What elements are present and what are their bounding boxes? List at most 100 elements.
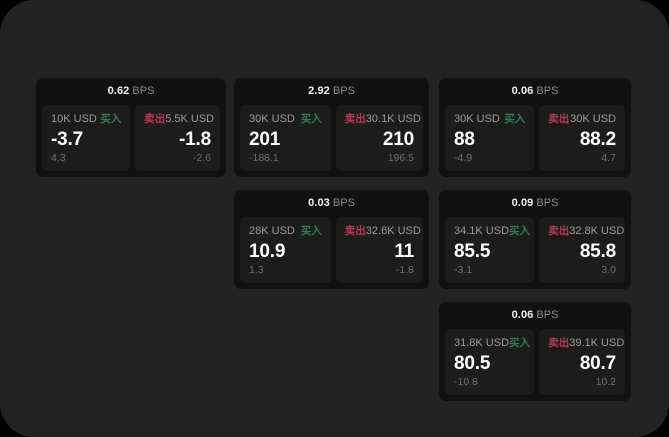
card-bps-header: 0.06 BPS xyxy=(445,85,625,105)
order-size-label: 10K USD xyxy=(51,113,97,125)
bps-value: 2.92 xyxy=(308,85,330,97)
quote-panel-ask[interactable]: 卖出 30.1K USD 210 196.5 xyxy=(335,105,423,171)
price-value-bid: 10.9 xyxy=(249,240,286,262)
secondary-value-bid: 4.3 xyxy=(51,152,66,164)
card-bps-header: 0.09 BPS xyxy=(445,197,625,217)
bps-unit-label: BPS xyxy=(536,85,559,97)
side-label-bid: 买入 xyxy=(300,113,322,125)
panel-header-ask: 卖出 32.6K USD xyxy=(344,225,421,238)
quote-panel-bid[interactable]: 30K USD 买入 88 -4.9 xyxy=(445,105,535,171)
panel-pair: 28K USD 买入 10.9 1.3 卖出 32.6K USD 11 -1.8 xyxy=(240,217,423,283)
secondary-value-bid: -3.1 xyxy=(454,264,473,276)
card-bps-header: 0.06 BPS xyxy=(445,309,625,329)
panel-header-ask: 卖出 5.5K USD xyxy=(144,113,215,126)
order-size-label: 34.1K USD xyxy=(454,225,510,237)
side-label-bid: 买入 xyxy=(509,225,531,237)
panel-header-bid: 34.1K USD 买入 xyxy=(454,225,530,238)
bps-value: 0.62 xyxy=(107,85,130,97)
side-label-ask: 卖出 xyxy=(344,225,366,237)
order-size-label: 31.8K USD xyxy=(454,337,510,349)
secondary-value-ask: 10.2 xyxy=(595,376,616,388)
price-value-ask: 210 xyxy=(382,128,414,150)
quote-card[interactable]: 0.62 BPS 10K USD 买入 -3.7 4.3 卖出 5.5K USD -1.8 -2.… xyxy=(36,78,226,177)
secondary-value-ask: -1.8 xyxy=(395,264,414,276)
quote-panel-bid[interactable]: 28K USD 买入 10.9 1.3 xyxy=(240,217,331,283)
secondary-value-bid: -10.8 xyxy=(454,376,478,388)
order-size-label: 32.8K USD xyxy=(569,225,625,237)
side-label-ask: 卖出 xyxy=(144,113,166,125)
order-size-label: 28K USD xyxy=(249,225,295,237)
panel-pair: 30K USD 买入 88 -4.9 卖出 30K USD 88.2 4.7 xyxy=(445,105,625,171)
quote-card[interactable]: 0.06 BPS 30K USD 买入 88 -4.9 卖出 30K USD 88.2 4.7 xyxy=(439,78,631,177)
card-bps-header: 0.62 BPS xyxy=(42,85,220,105)
side-label-ask: 卖出 xyxy=(344,113,366,125)
quote-panel-ask[interactable]: 卖出 30K USD 88.2 4.7 xyxy=(539,105,625,171)
price-value-bid: 85.5 xyxy=(454,240,491,262)
panel-header-bid: 30K USD 买入 xyxy=(249,113,322,126)
side-label-ask: 卖出 xyxy=(548,113,570,125)
side-label-ask: 卖出 xyxy=(548,225,570,237)
secondary-value-ask: 3.0 xyxy=(601,264,616,276)
order-size-label: 5.5K USD xyxy=(165,113,215,125)
panel-header-ask: 卖出 30K USD xyxy=(548,113,616,126)
quote-column-1: 0.62 BPS 10K USD 买入 -3.7 4.3 卖出 5.5K USD -1.8 -2.… xyxy=(36,78,226,177)
price-value-ask: -1.8 xyxy=(179,128,211,150)
panel-header-bid: 30K USD 买入 xyxy=(454,113,525,126)
bps-unit-label: BPS xyxy=(536,197,559,209)
secondary-value-ask: -2.6 xyxy=(192,152,211,164)
quote-card[interactable]: 0.09 BPS 34.1K USD 买入 85.5 -3.1 卖出 32.8K USD 85.… xyxy=(439,190,631,289)
price-value-bid: -3.7 xyxy=(51,128,83,150)
secondary-value-bid: 1.3 xyxy=(249,264,264,276)
quote-panel-bid[interactable]: 34.1K USD 买入 85.5 -3.1 xyxy=(445,217,535,283)
side-label-ask: 卖出 xyxy=(548,337,570,349)
quote-card[interactable]: 0.06 BPS 31.8K USD 买入 80.5 -10.8 卖出 39.1K USD 80… xyxy=(439,302,631,401)
bps-unit-label: BPS xyxy=(132,85,155,97)
bps-value: 0.09 xyxy=(511,197,534,209)
quote-panel-bid[interactable]: 10K USD 买入 -3.7 4.3 xyxy=(42,105,131,171)
side-label-bid: 买入 xyxy=(100,113,122,125)
panel-pair: 31.8K USD 买入 80.5 -10.8 卖出 39.1K USD 80.7 10.2 xyxy=(445,329,625,395)
order-size-label: 30.1K USD xyxy=(365,113,421,125)
order-size-label: 30K USD xyxy=(454,113,500,125)
bps-value: 0.03 xyxy=(308,197,330,209)
quote-card[interactable]: 0.03 BPS 28K USD 买入 10.9 1.3 卖出 32.6K USD 11 -1.8 xyxy=(234,190,429,289)
quote-panel-ask[interactable]: 卖出 32.6K USD 11 -1.8 xyxy=(335,217,423,283)
panel-header-bid: 31.8K USD 买入 xyxy=(454,337,530,350)
bps-unit-label: BPS xyxy=(536,309,559,321)
price-value-bid: 80.5 xyxy=(454,352,491,374)
panel-header-ask: 卖出 30.1K USD xyxy=(344,113,421,126)
price-value-ask: 85.8 xyxy=(579,240,616,262)
quote-panel-bid[interactable]: 30K USD 买入 201 -188.1 xyxy=(240,105,331,171)
quote-panel-ask[interactable]: 卖出 32.8K USD 85.8 3.0 xyxy=(539,217,625,283)
price-value-bid: 88 xyxy=(454,128,475,150)
quote-column-2: 2.92 BPS 30K USD 买入 201 -188.1 卖出 30.1K USD 210 1… xyxy=(234,78,429,289)
order-size-label: 32.6K USD xyxy=(365,225,421,237)
order-size-label: 39.1K USD xyxy=(569,337,625,349)
secondary-value-ask: 4.7 xyxy=(601,152,616,164)
quote-card[interactable]: 2.92 BPS 30K USD 买入 201 -188.1 卖出 30.1K USD 210 1… xyxy=(234,78,429,177)
panel-header-bid: 28K USD 买入 xyxy=(249,225,322,238)
panel-header-ask: 卖出 39.1K USD xyxy=(548,337,624,350)
quote-panel-bid[interactable]: 31.8K USD 买入 80.5 -10.8 xyxy=(445,329,535,395)
quote-board: 0.62 BPS 10K USD 买入 -3.7 4.3 卖出 5.5K USD -1.8 -2.… xyxy=(36,78,637,401)
panel-header-bid: 10K USD 买入 xyxy=(51,113,121,126)
card-bps-header: 0.03 BPS xyxy=(240,197,423,217)
panel-pair: 34.1K USD 买入 85.5 -3.1 卖出 32.8K USD 85.8 3.0 xyxy=(445,217,625,283)
quote-panel-ask[interactable]: 卖出 39.1K USD 80.7 10.2 xyxy=(539,329,625,395)
panel-pair: 10K USD 买入 -3.7 4.3 卖出 5.5K USD -1.8 -2.6 xyxy=(42,105,220,171)
side-label-bid: 买入 xyxy=(509,337,531,349)
price-value-ask: 80.7 xyxy=(579,352,616,374)
side-label-bid: 买入 xyxy=(300,225,322,237)
panel-header-ask: 卖出 32.8K USD xyxy=(548,225,624,238)
panel-pair: 30K USD 买入 201 -188.1 卖出 30.1K USD 210 196.5 xyxy=(240,105,423,171)
bps-value: 0.06 xyxy=(511,309,534,321)
bps-unit-label: BPS xyxy=(332,85,355,97)
card-bps-header: 2.92 BPS xyxy=(240,85,423,105)
price-value-ask: 88.2 xyxy=(579,128,616,150)
bps-value: 0.06 xyxy=(511,85,534,97)
quote-panel-ask[interactable]: 卖出 5.5K USD -1.8 -2.6 xyxy=(135,105,220,171)
secondary-value-bid: -188.1 xyxy=(249,152,279,164)
secondary-value-bid: -4.9 xyxy=(454,152,473,164)
side-label-bid: 买入 xyxy=(504,113,526,125)
